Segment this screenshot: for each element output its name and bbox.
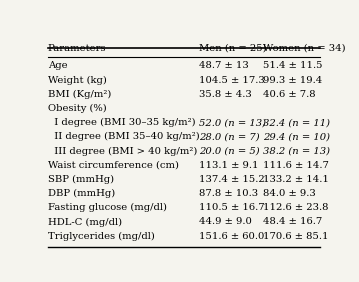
Text: 113.1 ± 9.1: 113.1 ± 9.1	[199, 161, 259, 170]
Text: 110.5 ± 16.7: 110.5 ± 16.7	[199, 203, 265, 212]
Text: Waist circumference (cm): Waist circumference (cm)	[48, 161, 179, 170]
Text: 40.6 ± 7.8: 40.6 ± 7.8	[263, 90, 316, 99]
Text: DBP (mmHg): DBP (mmHg)	[48, 189, 115, 198]
Text: Obesity (%): Obesity (%)	[48, 104, 106, 113]
Text: 87.8 ± 10.3: 87.8 ± 10.3	[199, 189, 258, 198]
Text: Women (n = 34): Women (n = 34)	[263, 44, 346, 53]
Text: 20.0 (n = 5): 20.0 (n = 5)	[199, 147, 260, 155]
Text: 133.2 ± 14.1: 133.2 ± 14.1	[263, 175, 329, 184]
Text: 38.2 (n = 13): 38.2 (n = 13)	[263, 147, 330, 155]
Text: I degree (BMI 30–35 kg/m²): I degree (BMI 30–35 kg/m²)	[48, 118, 195, 127]
Text: 112.6 ± 23.8: 112.6 ± 23.8	[263, 203, 329, 212]
Text: SBP (mmHg): SBP (mmHg)	[48, 175, 114, 184]
Text: 32.4 (n = 11): 32.4 (n = 11)	[263, 118, 330, 127]
Text: 28.0 (n = 7): 28.0 (n = 7)	[199, 132, 260, 141]
Text: 51.4 ± 11.5: 51.4 ± 11.5	[263, 61, 323, 70]
Text: 99.3 ± 19.4: 99.3 ± 19.4	[263, 76, 322, 85]
Text: 151.6 ± 60.0: 151.6 ± 60.0	[199, 232, 265, 241]
Text: Weight (kg): Weight (kg)	[48, 76, 107, 85]
Text: Fasting glucose (mg/dl): Fasting glucose (mg/dl)	[48, 203, 167, 212]
Text: 104.5 ± 17.3: 104.5 ± 17.3	[199, 76, 265, 85]
Text: HDL-C (mg/dl): HDL-C (mg/dl)	[48, 217, 122, 227]
Text: 44.9 ± 9.0: 44.9 ± 9.0	[199, 217, 252, 226]
Text: 137.4 ± 15.2: 137.4 ± 15.2	[199, 175, 265, 184]
Text: 29.4 (n = 10): 29.4 (n = 10)	[263, 132, 330, 141]
Text: 48.7 ± 13: 48.7 ± 13	[199, 61, 249, 70]
Text: BMI (Kg/m²): BMI (Kg/m²)	[48, 90, 111, 99]
Text: 48.4 ± 16.7: 48.4 ± 16.7	[263, 217, 322, 226]
Text: II degree (BMI 35–40 kg/m²): II degree (BMI 35–40 kg/m²)	[48, 132, 199, 142]
Text: Triglycerides (mg/dl): Triglycerides (mg/dl)	[48, 232, 154, 241]
Text: 111.6 ± 14.7: 111.6 ± 14.7	[263, 161, 329, 170]
Text: Men (n = 25): Men (n = 25)	[199, 44, 267, 53]
Text: 35.8 ± 4.3: 35.8 ± 4.3	[199, 90, 252, 99]
Text: 84.0 ± 9.3: 84.0 ± 9.3	[263, 189, 316, 198]
Text: 52.0 (n = 13): 52.0 (n = 13)	[199, 118, 266, 127]
Text: 170.6 ± 85.1: 170.6 ± 85.1	[263, 232, 329, 241]
Text: Parameters: Parameters	[48, 44, 106, 53]
Text: III degree (BMI > 40 kg/m²): III degree (BMI > 40 kg/m²)	[48, 147, 197, 156]
Text: Age: Age	[48, 61, 67, 70]
